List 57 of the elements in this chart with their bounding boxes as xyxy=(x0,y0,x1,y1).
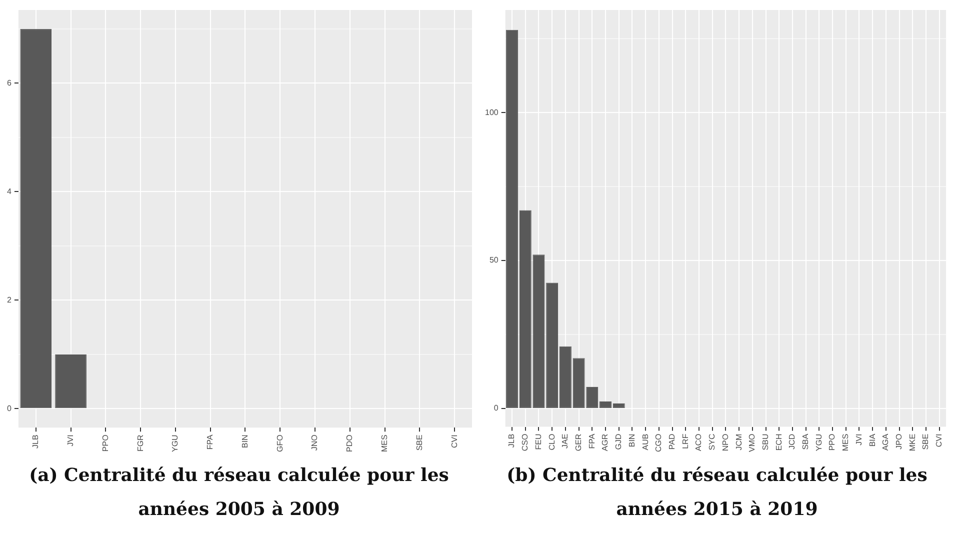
x-tick-label: JAE xyxy=(560,434,570,448)
x-tick-label: PDO xyxy=(345,434,354,452)
x-tick-label: FPA xyxy=(206,434,215,450)
x-tick-label: FPA xyxy=(587,433,596,449)
y-tick-label: 0 xyxy=(494,404,499,413)
x-tick-label: YGU xyxy=(814,434,824,452)
x-tick-label: AUB xyxy=(640,434,650,450)
x-tick-label: SBE xyxy=(921,434,930,450)
x-tick-label: SBU xyxy=(760,434,770,450)
x-tick-label: GJD xyxy=(614,434,624,450)
x-tick-label: SYC xyxy=(708,434,717,450)
text: (b) Centralité du réseau calculée pour les années 2015 à 2019 xyxy=(506,464,928,522)
y-tick-label: 0 xyxy=(6,404,12,413)
text: (a) Centralité du réseau calculée pour les années 2005 à 2009 xyxy=(28,464,450,522)
x-tick-label: JPO xyxy=(894,434,904,450)
bar xyxy=(532,254,545,408)
x-tick-label: VMO xyxy=(748,434,757,452)
x-tick-label: JLB xyxy=(31,434,40,448)
x-tick-label: BIA xyxy=(868,433,877,447)
x-tick-label: CGO xyxy=(654,434,664,452)
x-tick-label: JVI xyxy=(854,434,864,446)
x-tick-label: JLB xyxy=(507,434,516,448)
y-tick-label: 100 xyxy=(484,108,499,117)
y-tick-label: 50 xyxy=(489,256,499,265)
x-tick-label: PPO xyxy=(100,434,110,452)
x-tick-label: ECH xyxy=(774,434,784,451)
x-tick-label: LRF xyxy=(680,434,690,449)
x-tick-label: JVI xyxy=(66,434,75,446)
x-tick-label: MES xyxy=(380,434,389,452)
x-tick-label: FGR xyxy=(136,434,145,452)
x-tick-label: CVI xyxy=(450,434,459,448)
x-tick-label: SBA xyxy=(801,433,810,450)
x-tick-label: MES xyxy=(841,434,850,452)
x-tick-label: PAD xyxy=(667,434,676,450)
x-tick-label: AGR xyxy=(600,434,610,452)
x-tick-label: GER xyxy=(574,434,583,452)
x-tick-label: AGA xyxy=(881,433,890,451)
x-tick-label: JCM xyxy=(734,433,744,450)
y-tick-label: 2 xyxy=(6,295,12,304)
x-tick-label: YGU xyxy=(170,434,180,452)
x-tick-label: NPO xyxy=(720,434,730,452)
x-tick-label: JCD xyxy=(788,434,797,450)
x-tick-label: CSO xyxy=(520,434,530,452)
x-tick-label: GFO xyxy=(275,434,284,452)
y-tick-label: 6 xyxy=(6,78,12,88)
x-tick-label: MKE xyxy=(908,434,917,452)
x-tick-label: CVI xyxy=(934,434,944,448)
x-tick-label: CLO xyxy=(547,434,556,450)
x-tick-label: SBE xyxy=(414,434,424,451)
y-tick-label: 4 xyxy=(6,186,12,196)
x-tick-label: PPO xyxy=(828,434,837,451)
x-tick-label: JNO xyxy=(310,434,320,451)
x-tick-label: BIN xyxy=(627,434,636,448)
x-tick-label: ACO xyxy=(694,434,704,452)
x-tick-label: FEU xyxy=(534,434,543,450)
bar xyxy=(572,358,585,408)
x-tick-label: BIN xyxy=(240,434,250,448)
